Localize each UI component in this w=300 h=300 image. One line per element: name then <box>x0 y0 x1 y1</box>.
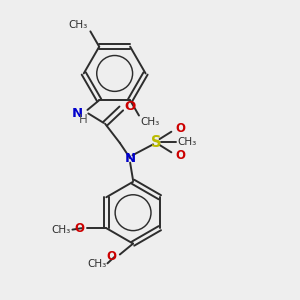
Text: CH₃: CH₃ <box>52 225 71 235</box>
Text: O: O <box>74 222 84 235</box>
Text: CH₃: CH₃ <box>140 117 160 127</box>
Text: N: N <box>72 107 83 120</box>
Text: H: H <box>79 113 88 126</box>
Text: CH₃: CH₃ <box>87 259 106 269</box>
Text: S: S <box>152 134 162 149</box>
Text: CH₃: CH₃ <box>177 137 196 147</box>
Text: O: O <box>124 100 136 113</box>
Text: O: O <box>175 122 185 135</box>
Text: O: O <box>107 250 117 263</box>
Text: O: O <box>175 149 185 162</box>
Text: CH₃: CH₃ <box>68 20 87 30</box>
Text: N: N <box>124 152 136 165</box>
